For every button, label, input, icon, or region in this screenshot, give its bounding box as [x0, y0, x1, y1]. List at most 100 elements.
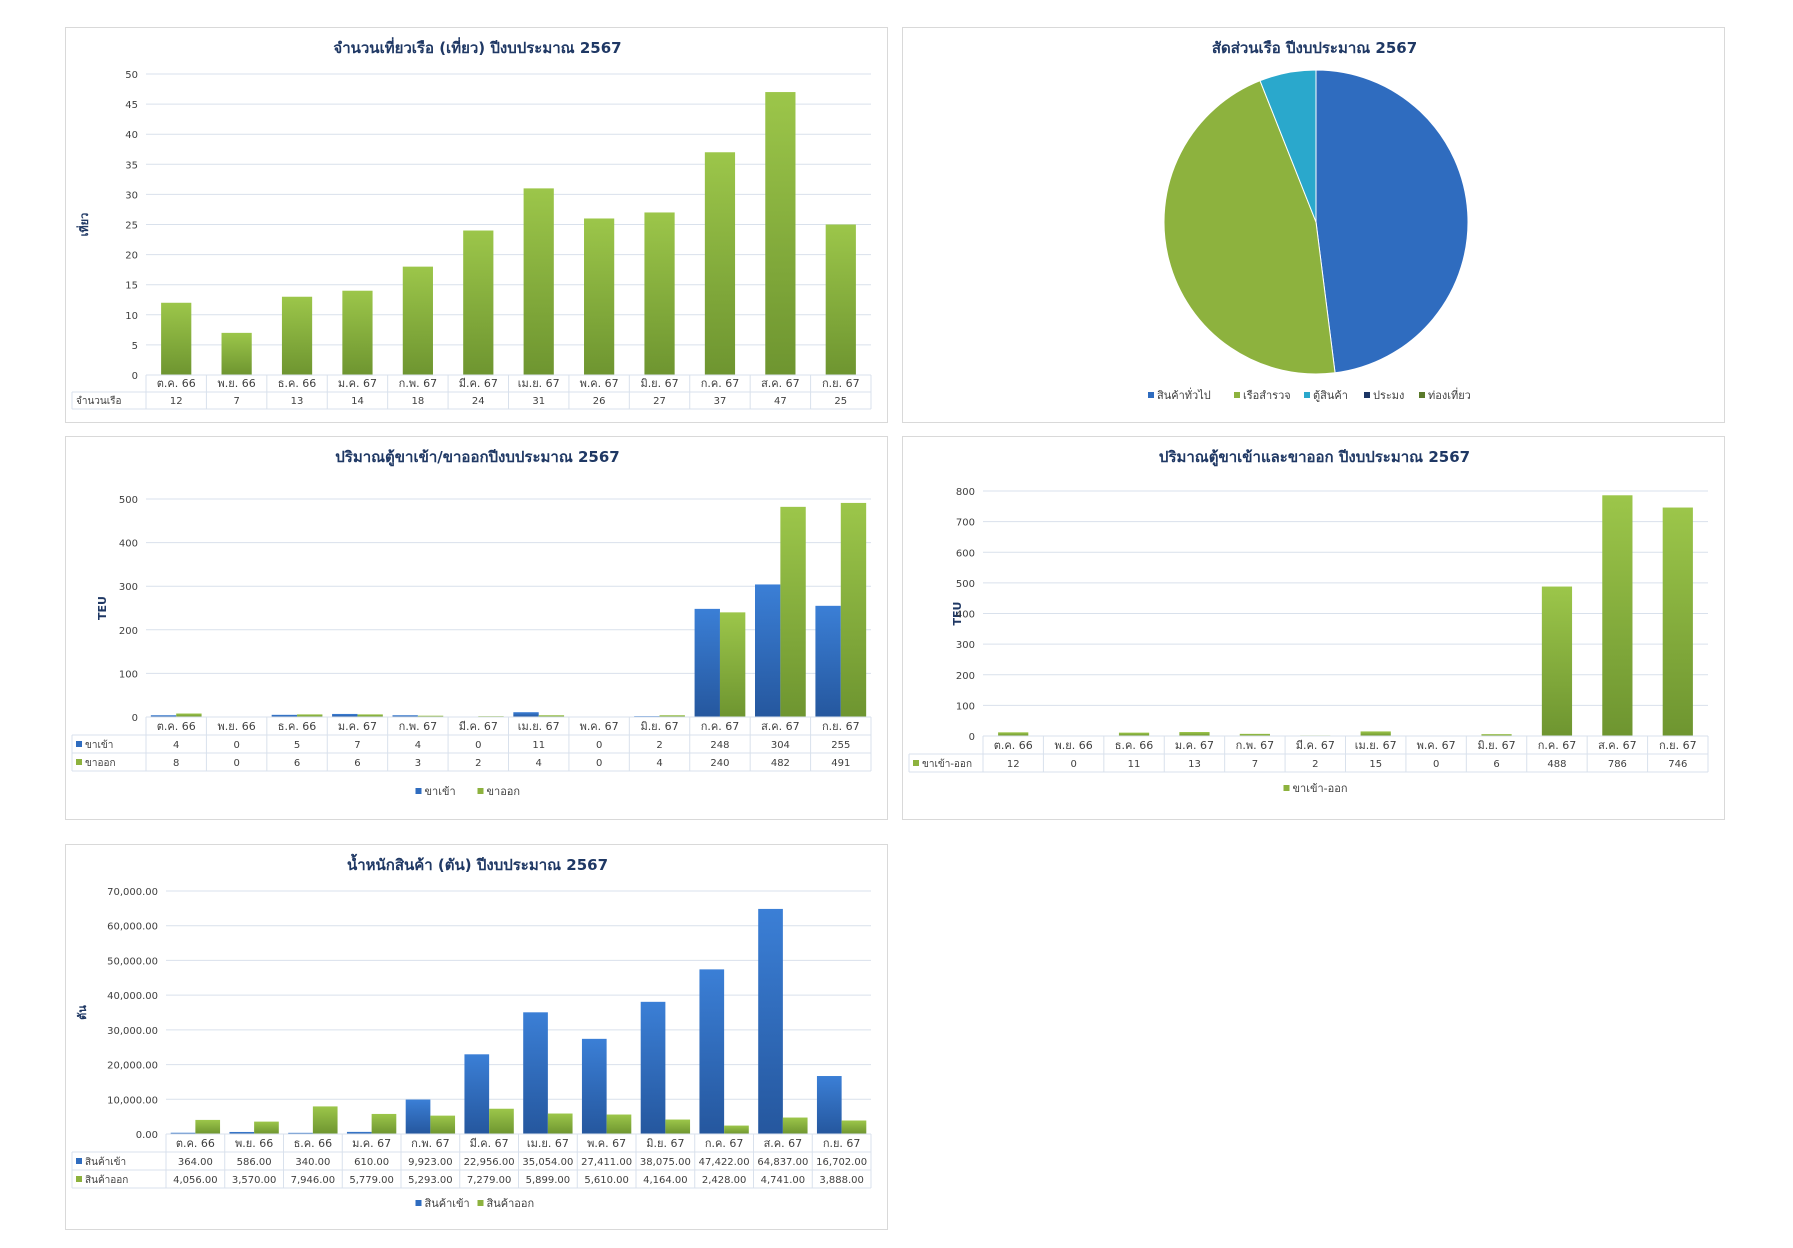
bar-green [161, 302, 192, 375]
bar-green [1602, 495, 1633, 736]
category-label: ก.พ. 67 [399, 720, 437, 733]
table-cell: 0 [1433, 759, 1439, 770]
table-cell: 47 [774, 396, 787, 407]
category-label: พ.ย. 66 [235, 1137, 273, 1150]
table-cell: 746 [1668, 759, 1687, 770]
y-tick-label: 50 [125, 70, 138, 81]
y-tick-label: 800 [956, 487, 975, 498]
teu-inout-bar-chart: ปริมาณตู้ขาเข้า/ขาออกปีงบประมาณ 2567 TEU 0… [71, 448, 872, 798]
bar-green [825, 224, 856, 375]
category-label: ส.ค. 67 [764, 1137, 803, 1150]
table-cell: 12 [1007, 759, 1020, 770]
chart-title: ปริมาณตู้ขาเข้า/ขาออกปีงบประมาณ 2567 [335, 448, 619, 467]
category-label: เม.ย. 67 [1355, 739, 1397, 752]
table-cell: 3,888.00 [819, 1175, 864, 1186]
bar-blue [816, 1076, 842, 1134]
y-tick-label: 10 [125, 311, 138, 322]
category-label: ก.ค. 67 [705, 1137, 744, 1150]
bar-green [342, 290, 373, 375]
table-cell: 18 [412, 396, 425, 407]
legend-key [1283, 785, 1290, 791]
legend-key [415, 788, 422, 794]
table-cell: 5,610.00 [584, 1175, 629, 1186]
chart-panel-trips: จำนวนเที่ยวเรือ (เที่ยว) ปีงบประมาณ 2567… [65, 27, 888, 423]
category-label: ก.พ. 67 [1236, 739, 1274, 752]
row-legend-key [76, 1176, 82, 1182]
y-axis-label: ตัน [76, 1005, 89, 1020]
bar-green [724, 1125, 749, 1134]
bar-blue [694, 608, 720, 717]
y-tick-label: 60,000.00 [107, 922, 158, 933]
table-cell: 255 [831, 740, 850, 751]
bar-blue [346, 1131, 372, 1134]
table-cell: 7,279.00 [467, 1175, 512, 1186]
table-cell: 8 [173, 758, 179, 769]
y-tick-label: 200 [119, 626, 138, 637]
category-label: พ.ย. 66 [1055, 739, 1093, 752]
table-cell: 586.00 [237, 1157, 272, 1168]
bar-green [665, 1119, 691, 1134]
bar-green [176, 713, 202, 717]
table-cell: 11 [1128, 759, 1141, 770]
table-cell: 4 [415, 740, 421, 751]
bar-green [312, 1106, 338, 1134]
table-cell: 7,946.00 [291, 1175, 336, 1186]
table-cell: 35,054.00 [522, 1157, 573, 1168]
table-cell: 7 [354, 740, 360, 751]
table-cell: 26 [593, 396, 606, 407]
chart-panel-weight: น้ำหนักสินค้า (ตัน) ปีงบประมาณ 2567 ตัน 0.… [65, 844, 888, 1230]
table-cell: 4,741.00 [761, 1175, 806, 1186]
trips-bar-chart: จำนวนเที่ยวเรือ (เที่ยว) ปีงบประมาณ 2567… [71, 37, 872, 410]
bar-blue [464, 1054, 490, 1134]
category-label: ม.ค. 67 [338, 377, 377, 390]
row-label: ขาออก [85, 758, 116, 769]
category-label: ก.ย. 67 [822, 377, 860, 390]
y-tick-label: 30 [125, 190, 138, 201]
weight-bar-chart: น้ำหนักสินค้า (ตัน) ปีงบประมาณ 2567 ตัน 0.… [71, 853, 872, 1210]
pie-slice [1315, 69, 1469, 374]
table-cell: 6 [354, 758, 360, 769]
y-tick-label: 0 [132, 371, 138, 382]
share-pie-chart: สัดส่วนเรือ ปีงบประมาณ 2567 สินค้าทั่วไป เ… [1148, 39, 1471, 402]
category-label: ก.พ. 67 [399, 377, 437, 390]
bar-blue [271, 714, 298, 717]
table-cell: 482 [771, 758, 790, 769]
y-tick-label: 35 [125, 160, 138, 171]
category-label: ต.ค. 66 [157, 720, 196, 733]
table-cell: 4 [173, 740, 179, 751]
chart-title: น้ำหนักสินค้า (ตัน) ปีงบประมาณ 2567 [347, 853, 608, 874]
bar-green [489, 1108, 514, 1134]
category-label: ม.ค. 67 [1175, 739, 1214, 752]
bar-green [704, 152, 736, 375]
bar-green [371, 1113, 397, 1134]
pie-slice [1259, 69, 1317, 223]
y-tick-label: 700 [956, 518, 975, 529]
bar-blue [513, 712, 539, 717]
legend-label: ขาออก [487, 785, 521, 798]
category-label: พ.ค. 67 [587, 1137, 626, 1150]
y-axis-label: TEU [96, 596, 109, 620]
chart-panel-share: สัดส่วนเรือ ปีงบประมาณ 2567 สินค้าทั่วไป เ… [902, 27, 1725, 423]
y-tick-label: 600 [956, 548, 975, 559]
bar-green [1179, 732, 1210, 736]
y-tick-label: 45 [125, 100, 138, 111]
y-tick-label: 300 [956, 640, 975, 651]
row-label: ขาเข้า-ออก [922, 758, 972, 770]
chart-title: สัดส่วนเรือ ปีงบประมาณ 2567 [1212, 39, 1417, 57]
bar-blue [405, 1099, 431, 1134]
table-cell: 4,056.00 [173, 1175, 218, 1186]
category-label: มี.ค. 67 [470, 1137, 509, 1150]
table-cell: 27 [653, 396, 666, 407]
bar-green [221, 332, 252, 375]
table-cell: 31 [532, 396, 545, 407]
category-label: ธ.ค. 66 [294, 1137, 333, 1150]
row-legend-key [913, 760, 919, 766]
bar-green [417, 715, 444, 717]
bar-blue [523, 1012, 548, 1134]
y-tick-label: 400 [956, 610, 975, 621]
row-label: ขาเข้า [85, 739, 113, 751]
legend-label: สินค้าทั่วไป [1157, 387, 1211, 402]
bar-green [538, 715, 565, 717]
legend-key [1364, 392, 1370, 398]
table-cell: 6 [294, 758, 300, 769]
